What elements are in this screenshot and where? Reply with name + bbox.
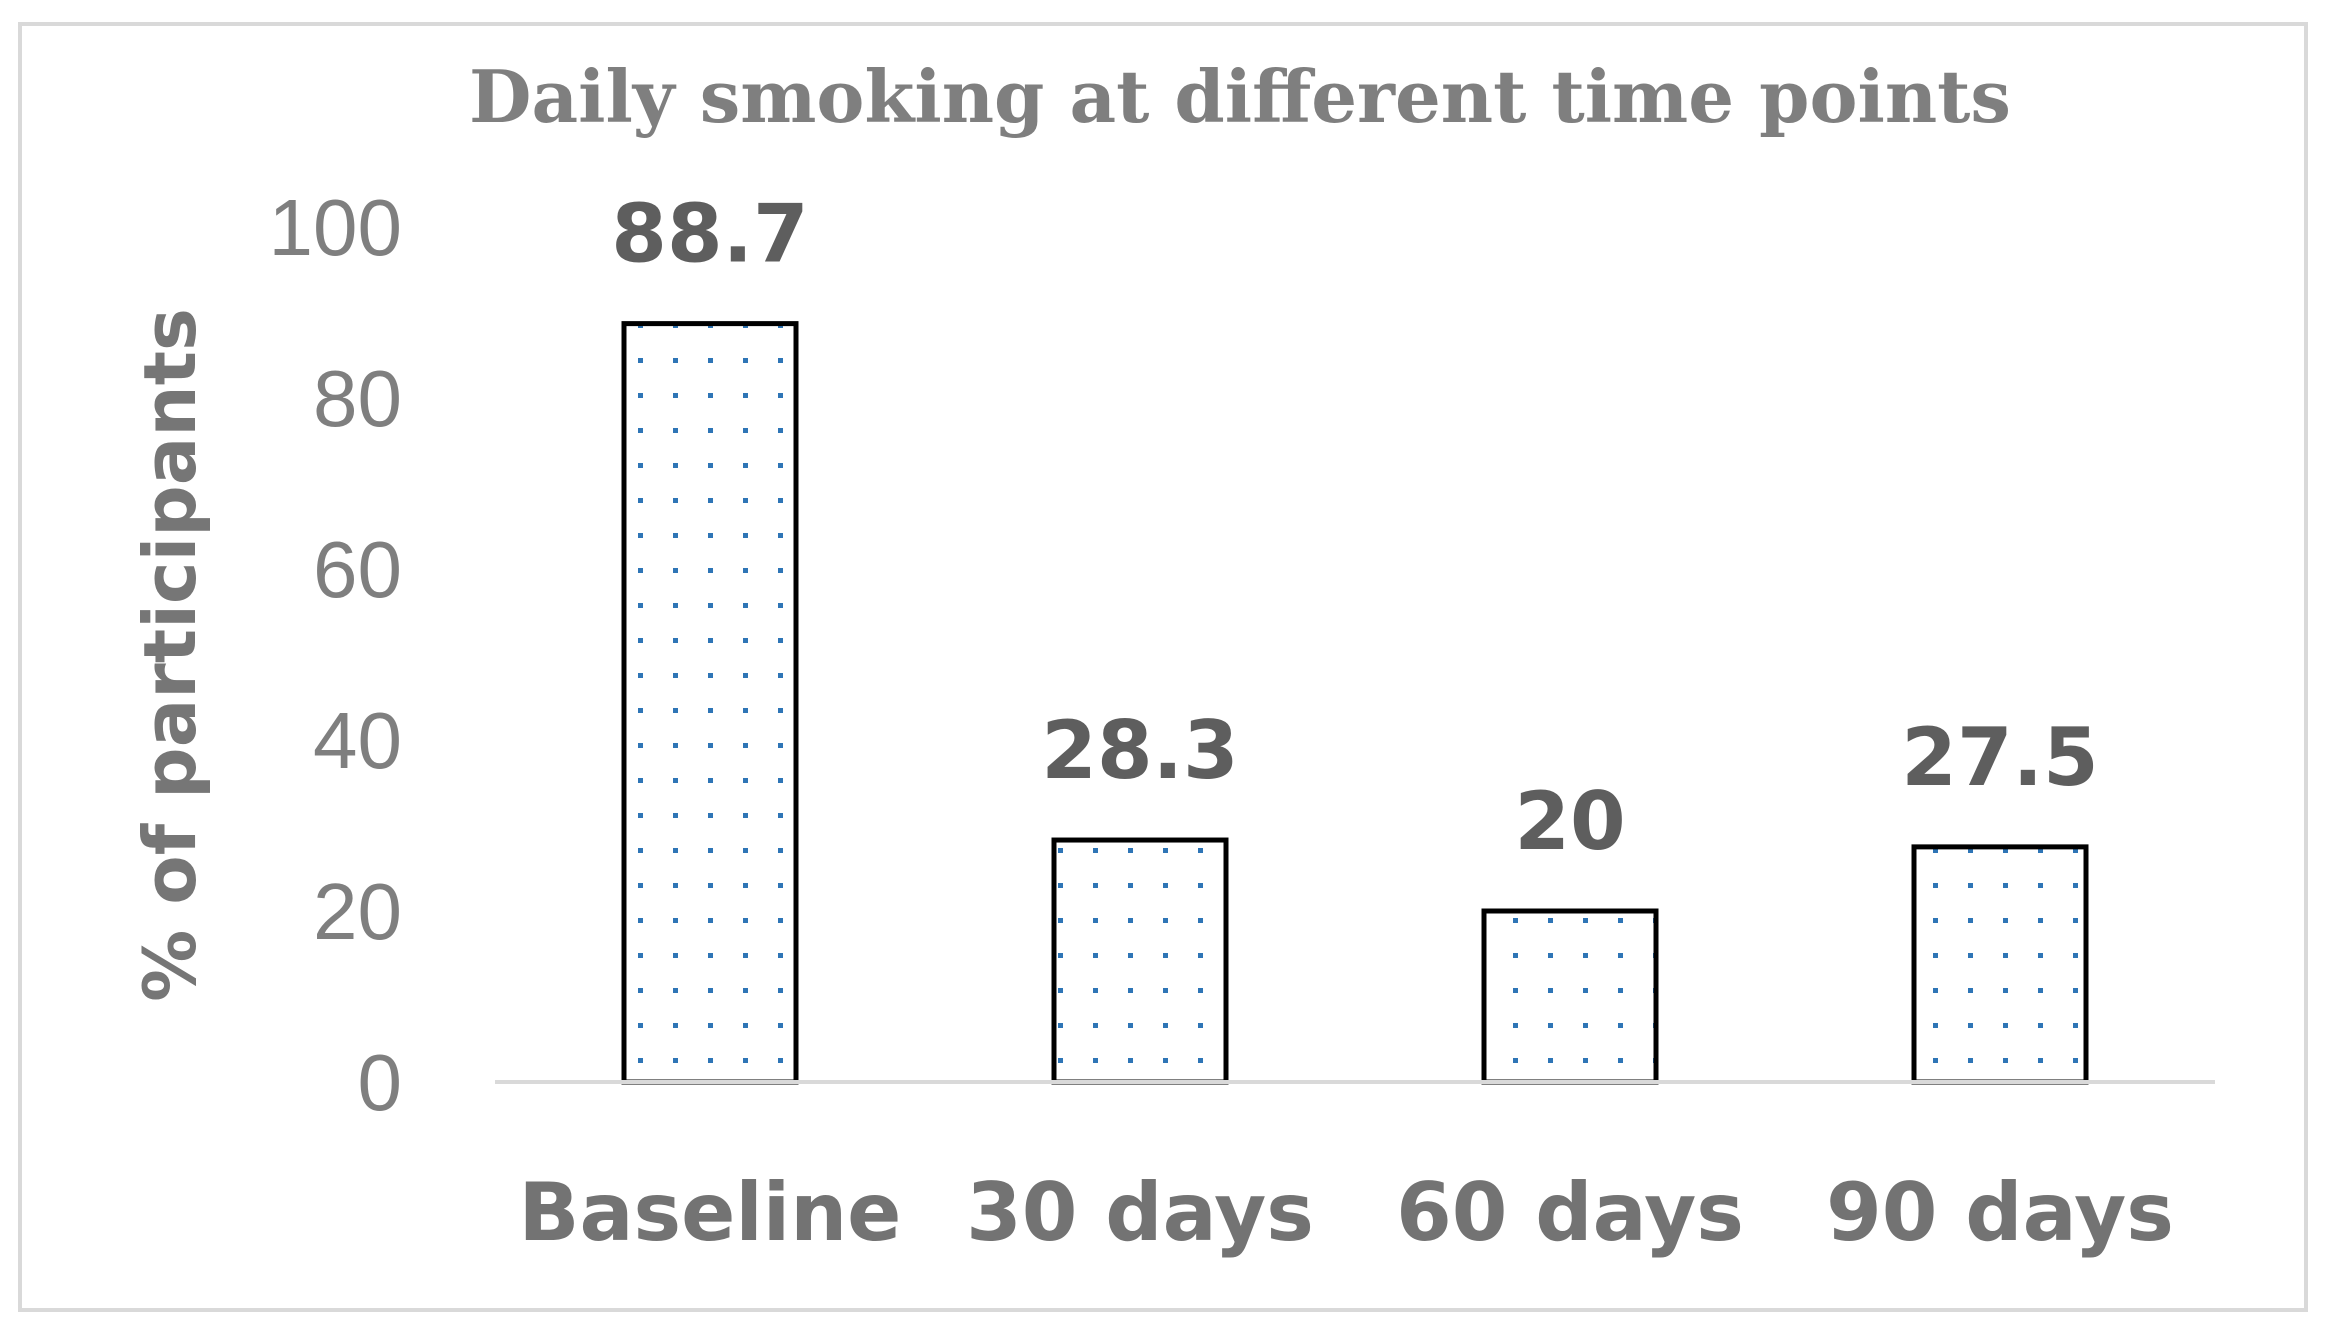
x-category-label: 30 days [966, 1166, 1314, 1259]
bar-baseline [621, 321, 799, 1085]
y-tick-label: 0 [358, 1038, 403, 1127]
y-tick-label: 80 [313, 354, 402, 443]
x-category-label: Baseline [519, 1166, 902, 1259]
y-axis-ticks: 0 20 40 60 80 100 [269, 183, 402, 1127]
y-axis-label: % of participants [128, 308, 212, 1002]
data-label: 88.7 [611, 188, 808, 281]
x-axis-categories: Baseline 30 days 60 days 90 days [519, 1166, 2174, 1259]
x-category-label: 60 days [1396, 1166, 1744, 1259]
data-label: 20 [1514, 775, 1625, 868]
y-tick-label: 100 [269, 183, 402, 272]
bar-60-days [1481, 908, 1659, 1085]
bars [621, 321, 2089, 1085]
data-label: 27.5 [1901, 711, 2098, 804]
data-labels: 88.7 28.3 20 27.5 [611, 188, 2098, 868]
data-label: 28.3 [1041, 704, 1238, 797]
chart-title: Daily smoking at different time points [469, 54, 2011, 139]
y-tick-label: 20 [313, 867, 402, 956]
bar-30-days [1051, 837, 1229, 1085]
x-category-label: 90 days [1826, 1166, 2174, 1259]
y-tick-label: 40 [313, 696, 402, 785]
y-tick-label: 60 [313, 525, 402, 614]
chart-frame [18, 22, 2308, 1312]
bar-90-days [1911, 844, 2089, 1085]
